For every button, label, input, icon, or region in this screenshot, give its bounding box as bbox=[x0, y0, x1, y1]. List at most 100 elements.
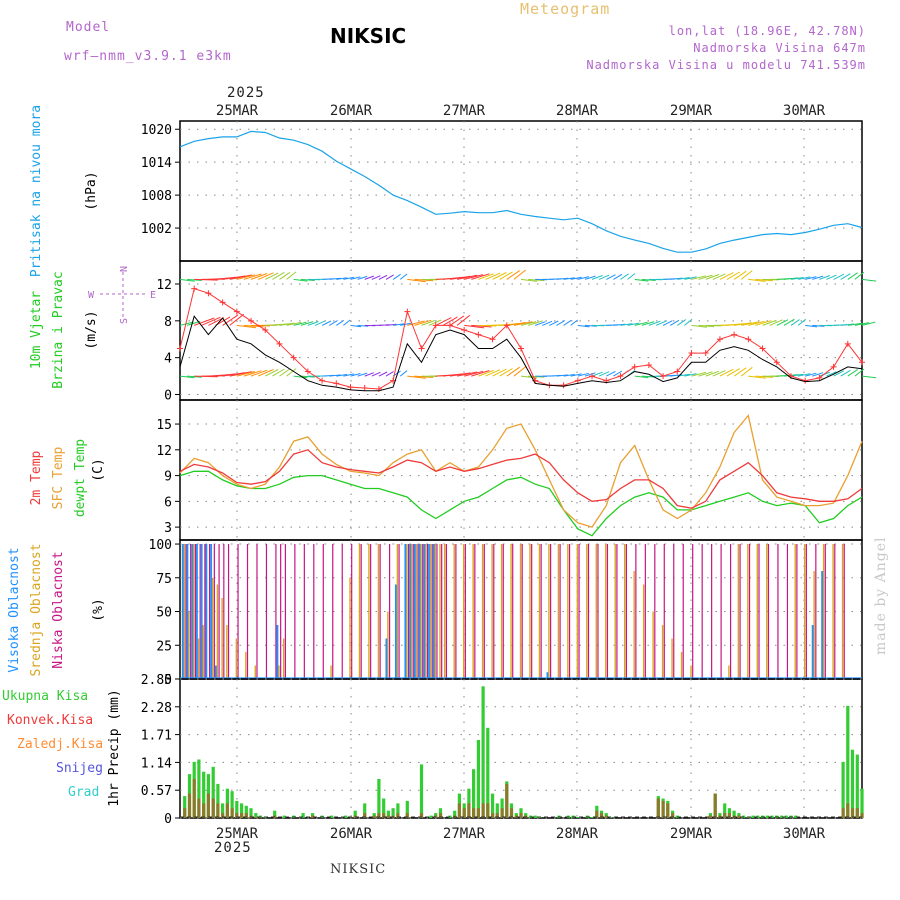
wind-barb bbox=[847, 322, 863, 326]
total-precip-bar bbox=[235, 800, 239, 818]
gust-marker bbox=[276, 340, 283, 347]
gust-marker bbox=[319, 377, 326, 384]
day-label-bottom: 27MAR bbox=[443, 826, 486, 842]
wind-barb bbox=[442, 316, 458, 326]
day-label-top: 27MAR bbox=[443, 103, 486, 119]
wind-barb bbox=[861, 375, 877, 379]
conv-precip-bar bbox=[192, 779, 196, 818]
total-precip-bar bbox=[211, 766, 215, 818]
ytick-label: 15 bbox=[156, 418, 172, 433]
wind-barb bbox=[669, 319, 680, 326]
wind-barb bbox=[492, 368, 507, 377]
gust-marker bbox=[489, 336, 496, 343]
conv-precip-bar bbox=[495, 813, 499, 818]
compass-e: E bbox=[150, 290, 156, 301]
wind-barb bbox=[336, 373, 348, 377]
wind-barb bbox=[563, 319, 572, 326]
wind-barb bbox=[300, 321, 314, 326]
wind-barb bbox=[350, 276, 361, 280]
wind-barb bbox=[265, 272, 279, 280]
total-precip-bar bbox=[481, 686, 485, 818]
wind-barb bbox=[449, 275, 471, 280]
wind-barb bbox=[257, 272, 274, 280]
wind-barb bbox=[577, 372, 589, 377]
total-precip-bar bbox=[377, 779, 381, 818]
wind-barb bbox=[457, 274, 478, 280]
wind-barb bbox=[265, 369, 279, 377]
wind-barb bbox=[499, 271, 513, 280]
total-precip-bar bbox=[344, 815, 348, 818]
wind-barb bbox=[272, 368, 285, 377]
gust-marker bbox=[560, 382, 567, 389]
wind-barb bbox=[598, 274, 610, 280]
ytick-label: 12 bbox=[156, 278, 172, 293]
pressure-ylabel: Pritisak na nivou mora bbox=[29, 105, 44, 277]
wind-barb bbox=[556, 374, 568, 377]
wind-barb bbox=[279, 271, 291, 280]
footer-station: NIKSIC bbox=[330, 862, 387, 877]
wind-barb bbox=[570, 276, 582, 280]
ytick-label: 25 bbox=[156, 639, 172, 654]
conv-precip-bar bbox=[254, 817, 258, 818]
wind-barb bbox=[733, 367, 747, 377]
ytick-label: 9 bbox=[164, 470, 172, 485]
wind-barb bbox=[677, 277, 690, 280]
precip-legend-item: Snijeg bbox=[56, 761, 103, 776]
wind-barb bbox=[293, 375, 308, 379]
total-precip-bar bbox=[476, 740, 480, 818]
wind-barb bbox=[769, 319, 783, 326]
conv-precip-bar bbox=[505, 783, 509, 818]
gust-marker bbox=[645, 362, 652, 369]
wind-barb bbox=[314, 320, 326, 326]
conv-precip-bar bbox=[372, 815, 376, 818]
wind-barb bbox=[812, 275, 824, 280]
total-precip-bar bbox=[249, 808, 253, 818]
compass-cross bbox=[100, 272, 146, 318]
conv-precip-bar bbox=[841, 808, 845, 818]
wind-barb bbox=[520, 321, 537, 326]
wind-barb bbox=[861, 278, 877, 282]
day-label-bottom: 30MAR bbox=[783, 826, 826, 842]
wind-barb bbox=[733, 270, 747, 280]
conv-precip-bar bbox=[467, 803, 471, 818]
wind-barb bbox=[847, 368, 858, 377]
total-precip-bar bbox=[330, 815, 334, 818]
wind-barb bbox=[606, 370, 616, 377]
day-label-bottom: 28MAR bbox=[556, 826, 599, 842]
cloud-ylabel-3: Niska Oblacnost bbox=[51, 551, 66, 668]
watermark: made by Angel bbox=[873, 536, 889, 656]
wind-barb bbox=[712, 370, 726, 377]
wind-barb bbox=[577, 276, 589, 280]
wind-barb bbox=[606, 274, 616, 280]
gust-marker bbox=[404, 308, 411, 315]
wind-barb bbox=[790, 277, 804, 280]
total-precip-bar bbox=[453, 810, 457, 818]
conv-precip-bar bbox=[850, 808, 855, 818]
total-precip-bar bbox=[221, 803, 225, 818]
total-precip-bar bbox=[486, 727, 490, 818]
gust-marker bbox=[674, 368, 681, 375]
total-precip-bar bbox=[779, 815, 784, 818]
gust-marker bbox=[745, 336, 752, 343]
wind-barb bbox=[457, 371, 478, 377]
wind-barb bbox=[613, 323, 626, 326]
wind-barb bbox=[826, 371, 837, 377]
precip-legend-item: Zaledj.Kisa bbox=[17, 737, 103, 752]
wind-barb bbox=[506, 270, 520, 280]
wind-barb bbox=[236, 371, 256, 377]
sfc-temp-line bbox=[179, 414, 863, 528]
ytick-label: 0 bbox=[164, 673, 172, 688]
wind-barb bbox=[584, 372, 596, 377]
wind-barb bbox=[584, 275, 596, 280]
gust-marker bbox=[830, 363, 837, 370]
precip-panel: 0 0.57 1.14 1.71 2.28 2.85 Ukupna Kisa Konvek.K… bbox=[2, 673, 864, 827]
wind-barb bbox=[833, 370, 845, 377]
wind-barb bbox=[520, 375, 538, 379]
gust-marker bbox=[844, 340, 851, 347]
conv-precip-bar bbox=[666, 803, 670, 818]
ytick-label: 1.14 bbox=[141, 756, 172, 771]
wind-barb bbox=[286, 271, 297, 280]
total-precip-bar bbox=[311, 813, 315, 818]
conv-precip-bar bbox=[244, 813, 248, 818]
wind-barb bbox=[250, 273, 268, 280]
